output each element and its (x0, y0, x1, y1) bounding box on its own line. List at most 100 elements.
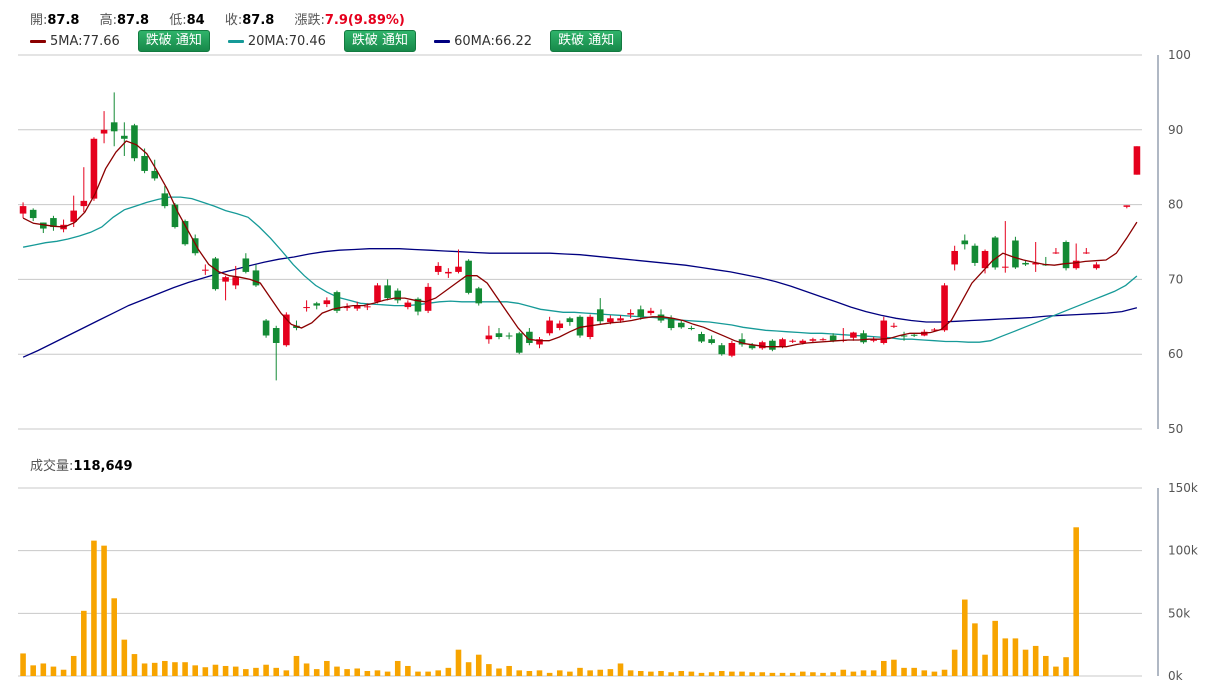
candle-body (121, 135, 128, 139)
volume-value: 118,649 (73, 459, 133, 474)
candle-body (29, 209, 37, 219)
volume-tick-label: 50k (1168, 606, 1190, 620)
volume-bar (70, 655, 77, 676)
candle-body (303, 307, 310, 309)
volume-bar (658, 670, 664, 676)
volume-bar (172, 662, 178, 676)
candle-body (495, 333, 503, 337)
candle-body (110, 122, 118, 132)
volume-bar (911, 667, 917, 676)
volume-bar (587, 670, 593, 676)
volume-tick-label: 150k (1168, 481, 1198, 495)
volume-bar (141, 663, 148, 676)
volume-bar (435, 670, 442, 676)
volume-bar (465, 662, 472, 676)
candle-body (515, 333, 523, 353)
price-axis: 100 90 80 70 60 50 (1157, 48, 1191, 436)
candle-body (151, 170, 158, 179)
candle-body (485, 335, 493, 340)
volume-bar (202, 667, 209, 676)
open-label: 開: (30, 13, 48, 28)
candle-body (141, 155, 148, 171)
volume-bar (678, 670, 685, 676)
ma5-layer (22, 140, 1138, 348)
candle-body (171, 204, 179, 228)
volume-bar (830, 672, 836, 676)
volume-bar (870, 670, 877, 676)
volume-bar (394, 660, 401, 676)
candle-body (536, 339, 543, 345)
volume-bar (556, 670, 563, 676)
volume-bar (415, 671, 421, 676)
ma20-swatch-icon (227, 39, 244, 43)
volume-bar (607, 669, 614, 676)
ma5-alert-button[interactable]: 跌破 通知 (137, 30, 210, 52)
candle-body (424, 286, 432, 311)
ma60-alert-button[interactable]: 跌破 通知 (550, 30, 623, 52)
volume-bar (445, 667, 452, 676)
volume-tick-label: 0k (1168, 669, 1183, 682)
candle-body (637, 309, 645, 317)
volume-bar (60, 669, 67, 676)
volume-bar (324, 660, 330, 676)
ma20-alert-button[interactable]: 跌破 通知 (343, 30, 417, 52)
candle-body (981, 250, 989, 269)
volume-bar (506, 665, 512, 676)
candle-body (19, 206, 27, 214)
candle-body (546, 320, 553, 334)
close-label: 收: (224, 13, 243, 28)
ma20-legend: 20MA:70.46 跌破 通知 (227, 30, 434, 52)
candle-body (880, 320, 888, 343)
volume-bar (577, 667, 583, 676)
candle-body (353, 305, 361, 309)
candle-body (293, 325, 300, 329)
ma5-legend: 5MA:77.66 跌破 通知 (30, 30, 228, 52)
candle-body (526, 331, 533, 343)
candle-body (748, 345, 756, 349)
ma20-label: 20MA:70.46 (247, 33, 326, 49)
candle-body (799, 340, 807, 343)
candle-body (131, 125, 138, 159)
candle-body (860, 333, 867, 343)
volume-bar (374, 670, 381, 676)
volume-bar (1022, 649, 1029, 676)
price-tick-label: 100 (1168, 48, 1191, 62)
candle-body (283, 314, 290, 346)
candle-body (738, 339, 746, 345)
candle-body (1093, 264, 1100, 269)
volume-bar (567, 671, 573, 676)
candle-body (900, 335, 908, 337)
candle-body (769, 340, 776, 350)
candle-body (323, 300, 331, 305)
volume-bar (354, 668, 361, 676)
candle-body (596, 309, 604, 322)
volume-bar (627, 670, 634, 676)
candle-body (40, 222, 47, 229)
ma20-line (22, 196, 1138, 343)
candle-body (647, 310, 655, 314)
ma60-legend: 60MA:66.22 跌破 通知 (434, 30, 640, 52)
candle-body (343, 307, 351, 309)
candle-body (414, 298, 422, 312)
volume-bar (820, 672, 826, 676)
candle-body (404, 302, 412, 308)
volume-bar (941, 669, 948, 676)
volume-bar (101, 545, 107, 676)
candle-body (971, 245, 979, 263)
candle-body (556, 323, 564, 329)
volume-bar (951, 649, 958, 676)
volume-axis: 150k 100k 50k 0k (1157, 481, 1198, 682)
volume-bar (1012, 638, 1019, 676)
price-tick-label: 50 (1168, 422, 1183, 436)
candle-body (1032, 262, 1039, 265)
candle-body (607, 318, 614, 323)
volume-bar (384, 671, 391, 676)
volume-bar (222, 665, 229, 676)
volume-bar (648, 671, 654, 676)
candle-body (850, 332, 857, 338)
candle-body (931, 329, 938, 331)
price-tick-label: 70 (1168, 272, 1183, 286)
volume-bar (1063, 657, 1069, 676)
candle-body (951, 250, 958, 265)
